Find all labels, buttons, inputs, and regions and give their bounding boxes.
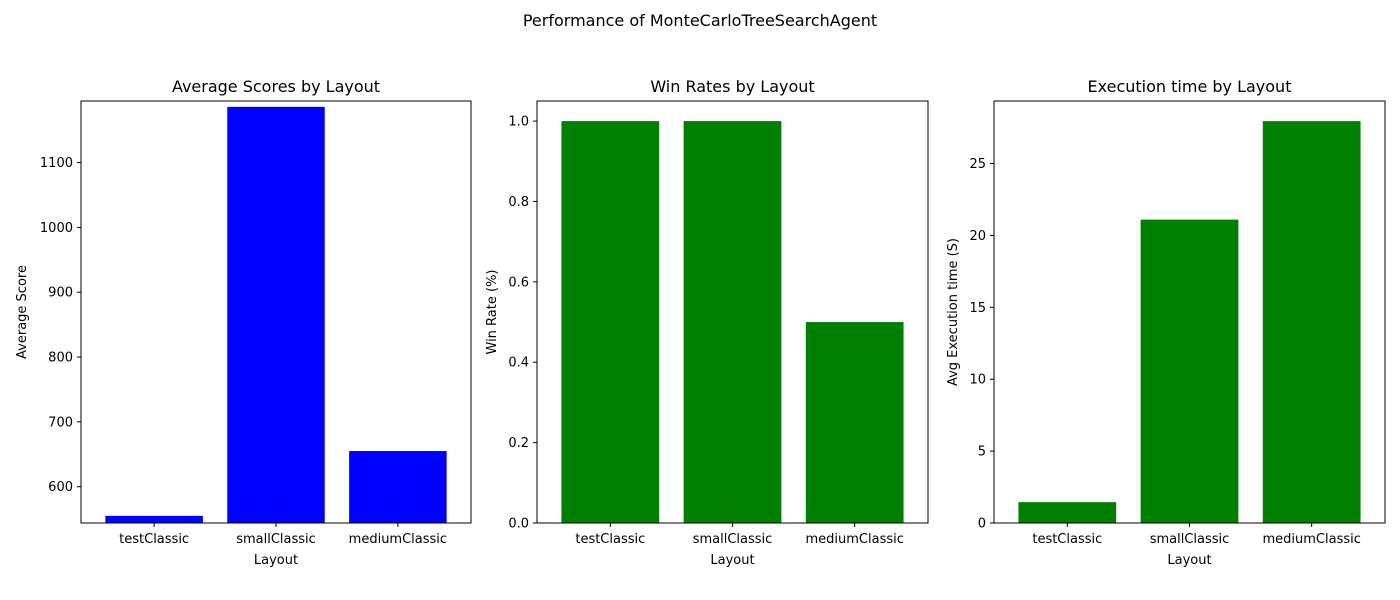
y-axis-label: Average Score <box>15 265 30 359</box>
x-tick-label: mediumClassic <box>349 532 447 547</box>
figure-title: Performance of MonteCarloTreeSearchAgent <box>523 11 877 30</box>
panel-title: Average Scores by Layout <box>172 77 380 96</box>
x-axis-label: Layout <box>710 553 754 568</box>
bar-testClassic <box>105 515 203 523</box>
y-tick-label: 700 <box>48 415 73 430</box>
y-tick-label: 25 <box>969 157 986 172</box>
y-tick-label: 900 <box>48 286 73 301</box>
y-tick-label: 0.8 <box>508 195 529 210</box>
x-axis-label: Layout <box>254 553 298 568</box>
panel-title: Execution time by Layout <box>1088 77 1292 96</box>
x-tick-label: testClassic <box>119 532 189 547</box>
bar-mediumClassic <box>349 451 447 523</box>
y-tick-label: 600 <box>48 480 73 495</box>
x-tick-label: testClassic <box>1032 532 1102 547</box>
bar-testClassic <box>1018 502 1117 523</box>
y-tick-label: 15 <box>969 301 986 316</box>
bar-testClassic <box>561 121 660 523</box>
y-tick-label: 1.0 <box>508 115 529 130</box>
bar-mediumClassic <box>805 322 904 523</box>
x-axis-label: Layout <box>1167 553 1211 568</box>
x-tick-label: mediumClassic <box>805 532 903 547</box>
y-axis-label: Avg Execution time (S) <box>946 238 961 386</box>
x-tick-label: smallClassic <box>236 532 316 547</box>
x-tick-label: testClassic <box>575 532 645 547</box>
x-tick-label: mediumClassic <box>1262 532 1360 547</box>
y-axis-label: Win Rate (%) <box>485 270 500 355</box>
y-tick-label: 0 <box>978 517 986 532</box>
y-tick-label: 5 <box>978 445 986 460</box>
chart-panels: 600 700 800 900 1000 1100 testClassic smallClas… <box>15 77 1386 568</box>
panel-title: Win Rates by Layout <box>650 77 814 96</box>
y-tick-label: 1000 <box>40 221 73 236</box>
y-tick-label: 20 <box>969 229 986 244</box>
chart-panel-1: 600 700 800 900 1000 1100 testClassic smallClas… <box>15 77 472 568</box>
bar-mediumClassic <box>1262 121 1361 523</box>
y-tick-label: 10 <box>969 373 986 388</box>
y-tick-label: 1100 <box>40 156 73 171</box>
y-tick-label: 0.6 <box>508 275 529 290</box>
bar-smallClassic <box>683 121 782 523</box>
x-tick-label: smallClassic <box>693 532 773 547</box>
y-tick-label: 0.4 <box>508 356 529 371</box>
chart-panel-3: 0 5 10 15 20 25 testClassic smallClassic mediumC… <box>946 77 1386 568</box>
y-tick-label: 800 <box>48 351 73 366</box>
x-tick-label: smallClassic <box>1150 532 1230 547</box>
y-tick-label: 0.2 <box>508 436 529 451</box>
y-tick-label: 0.0 <box>508 517 529 532</box>
chart-panel-2: 0.0 0.2 0.4 0.6 0.8 1.0 testClassic smallClassi… <box>485 77 929 568</box>
bar-smallClassic <box>227 106 325 523</box>
bar-smallClassic <box>1140 219 1239 523</box>
